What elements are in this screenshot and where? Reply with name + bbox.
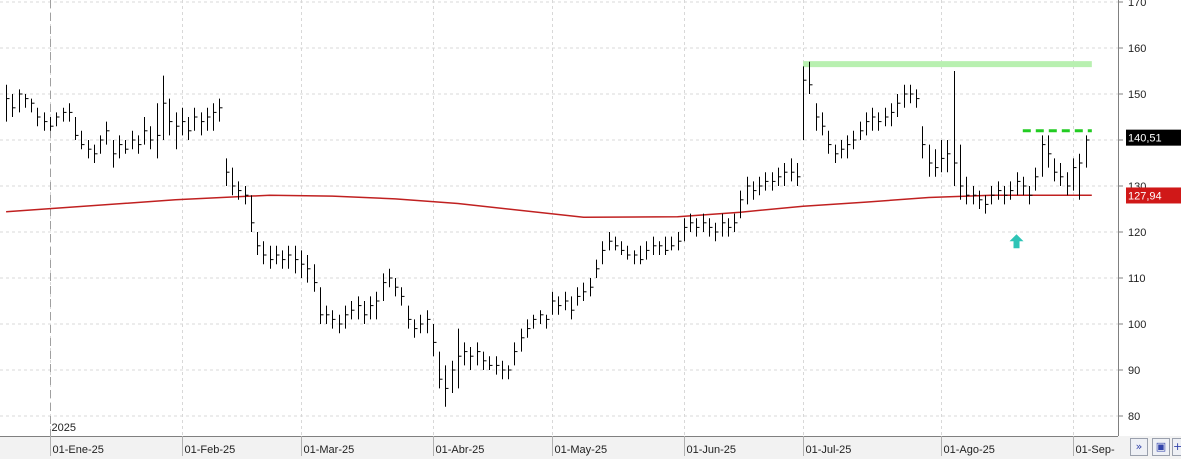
x-tick-label: 01-Sep- (1076, 444, 1115, 456)
y-tick-label: 110 (1128, 273, 1146, 285)
y-tick-label: 120 (1128, 227, 1146, 239)
x-tick-label: 01-Jun-25 (687, 444, 737, 456)
y-tick-label: 100 (1128, 319, 1146, 331)
x-tick-label: 01-Jul-25 (806, 444, 852, 456)
plot-area (0, 0, 1118, 436)
add-button[interactable]: + (1172, 438, 1181, 456)
x-axis-band (0, 436, 1181, 459)
last-price-tag-box (1126, 129, 1181, 146)
double-chevron-icon: » (1135, 440, 1143, 453)
y-tick-label: 150 (1128, 89, 1146, 101)
moving-average-line (6, 194, 1092, 219)
y-tick-label: 90 (1128, 365, 1140, 377)
save-button[interactable]: ▣ (1152, 438, 1170, 456)
y-tick-label: 160 (1128, 43, 1146, 55)
ma-price-tag-label: 127,94 (1128, 190, 1162, 202)
y-tick-label: 170 (1128, 0, 1146, 9)
save-icon: ▣ (1155, 440, 1167, 453)
last-price-tag-label: 140,51 (1128, 133, 1162, 145)
zoom-button[interactable]: » (1130, 438, 1148, 456)
year-label: 2025 (52, 422, 76, 434)
x-tick-label: 01-Ene-25 (53, 444, 104, 456)
x-tick-label: 01-Ago-25 (944, 444, 995, 456)
ma-price-tag-box (1126, 187, 1181, 204)
y-tick-label: 80 (1128, 411, 1140, 423)
up-arrow-icon (1009, 234, 1024, 249)
x-tick-label: 01-Abr-25 (436, 444, 485, 456)
x-tick-label: 01-Mar-25 (304, 444, 355, 456)
x-tick-label: 01-Feb-25 (185, 444, 236, 456)
add-label: + (1173, 440, 1181, 453)
x-tick-label: 01-May-25 (555, 444, 608, 456)
